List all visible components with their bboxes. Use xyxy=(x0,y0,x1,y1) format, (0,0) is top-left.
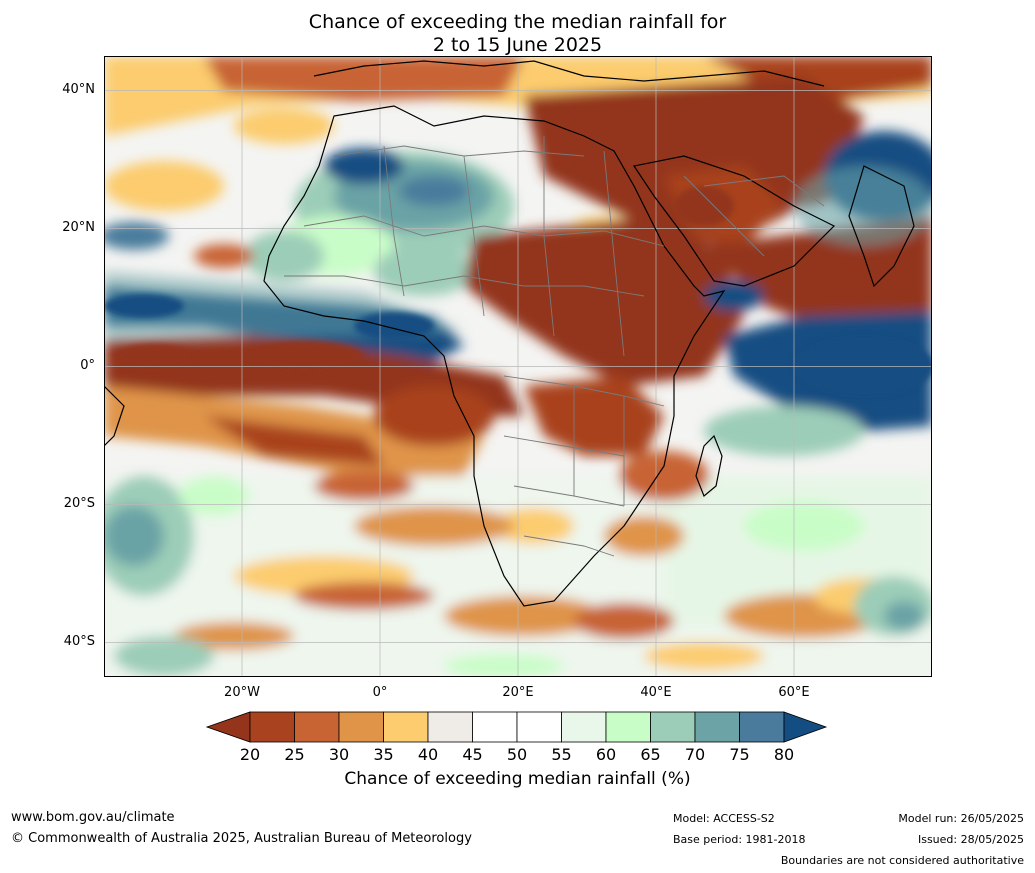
footer-model: Model: ACCESS-S2 xyxy=(673,812,775,825)
colorbar-tick-label: 60 xyxy=(595,745,617,764)
colorbar-segment xyxy=(249,711,295,743)
colorbar-tick-label: 65 xyxy=(640,745,661,764)
lon-label-0: 0° xyxy=(372,685,388,700)
colorbar-segment xyxy=(472,711,518,743)
colorbar-segment xyxy=(561,711,607,743)
colorbar-segment xyxy=(739,711,785,743)
colorbar-segment xyxy=(694,711,740,743)
footer-issued: Issued: 28/05/2025 xyxy=(917,833,1024,846)
colorbar-segment xyxy=(427,711,473,743)
lon-label-40e: 40°E xyxy=(640,685,672,700)
colorbar-segment xyxy=(650,711,696,743)
map-border xyxy=(104,56,932,677)
colorbar-tick-label: 30 xyxy=(328,745,350,764)
rainfall-probability-map xyxy=(104,56,932,677)
colorbar-tick-label: 35 xyxy=(373,745,394,764)
lat-label-40s: 40°S xyxy=(63,634,95,649)
lon-label-20e: 20°E xyxy=(502,685,534,700)
lat-label-20n: 20°N xyxy=(62,220,95,235)
country-boundaries xyxy=(284,136,825,557)
colorbar-tick-label: 55 xyxy=(551,745,572,764)
footer-model-run: Model run: 26/05/2025 xyxy=(898,812,1024,825)
lon-label-20w: 20°W xyxy=(224,685,260,700)
footer-base-period: Base period: 1981-2018 xyxy=(673,833,806,846)
coastlines xyxy=(104,60,915,607)
colorbar-segment xyxy=(516,711,562,743)
colorbar-tick-label: 25 xyxy=(284,745,305,764)
lat-label-20s: 20°S xyxy=(63,496,95,511)
colorbar-tick-label: 80 xyxy=(773,745,795,764)
colorbar-tick-label: 75 xyxy=(729,745,750,764)
lat-label-0: 0° xyxy=(80,358,95,373)
lon-label-60e: 60°E xyxy=(778,685,810,700)
colorbar-segment xyxy=(383,711,429,743)
colorbar-tick-label: 40 xyxy=(417,745,439,764)
colorbar-label: Chance of exceeding median rainfall (%) xyxy=(344,769,691,789)
colorbar-extend-high xyxy=(783,711,828,743)
colorbar-tick-label: 45 xyxy=(462,745,483,764)
graticule xyxy=(104,56,932,677)
colorbar-tick-label: 70 xyxy=(684,745,706,764)
lat-label-40n: 40°N xyxy=(62,82,95,97)
colorbar xyxy=(206,711,828,743)
colorbar-tick-label: 20 xyxy=(239,745,261,764)
map-canvas xyxy=(104,56,932,677)
colorbar-segment xyxy=(294,711,340,743)
footer-copyright: © Commonwealth of Australia 2025, Austra… xyxy=(11,831,472,846)
colorbar-segment xyxy=(338,711,384,743)
footer-website: www.bom.gov.au/climate xyxy=(11,810,175,825)
map-title-line1: Chance of exceeding the median rainfall … xyxy=(308,11,727,33)
footer-disclaimer: Boundaries are not considered authoritat… xyxy=(780,854,1024,867)
colorbar-extend-low xyxy=(206,711,251,743)
colorbar-tick-label: 50 xyxy=(506,745,528,764)
colorbar-segment xyxy=(605,711,651,743)
map-title-line2: 2 to 15 June 2025 xyxy=(432,34,603,56)
